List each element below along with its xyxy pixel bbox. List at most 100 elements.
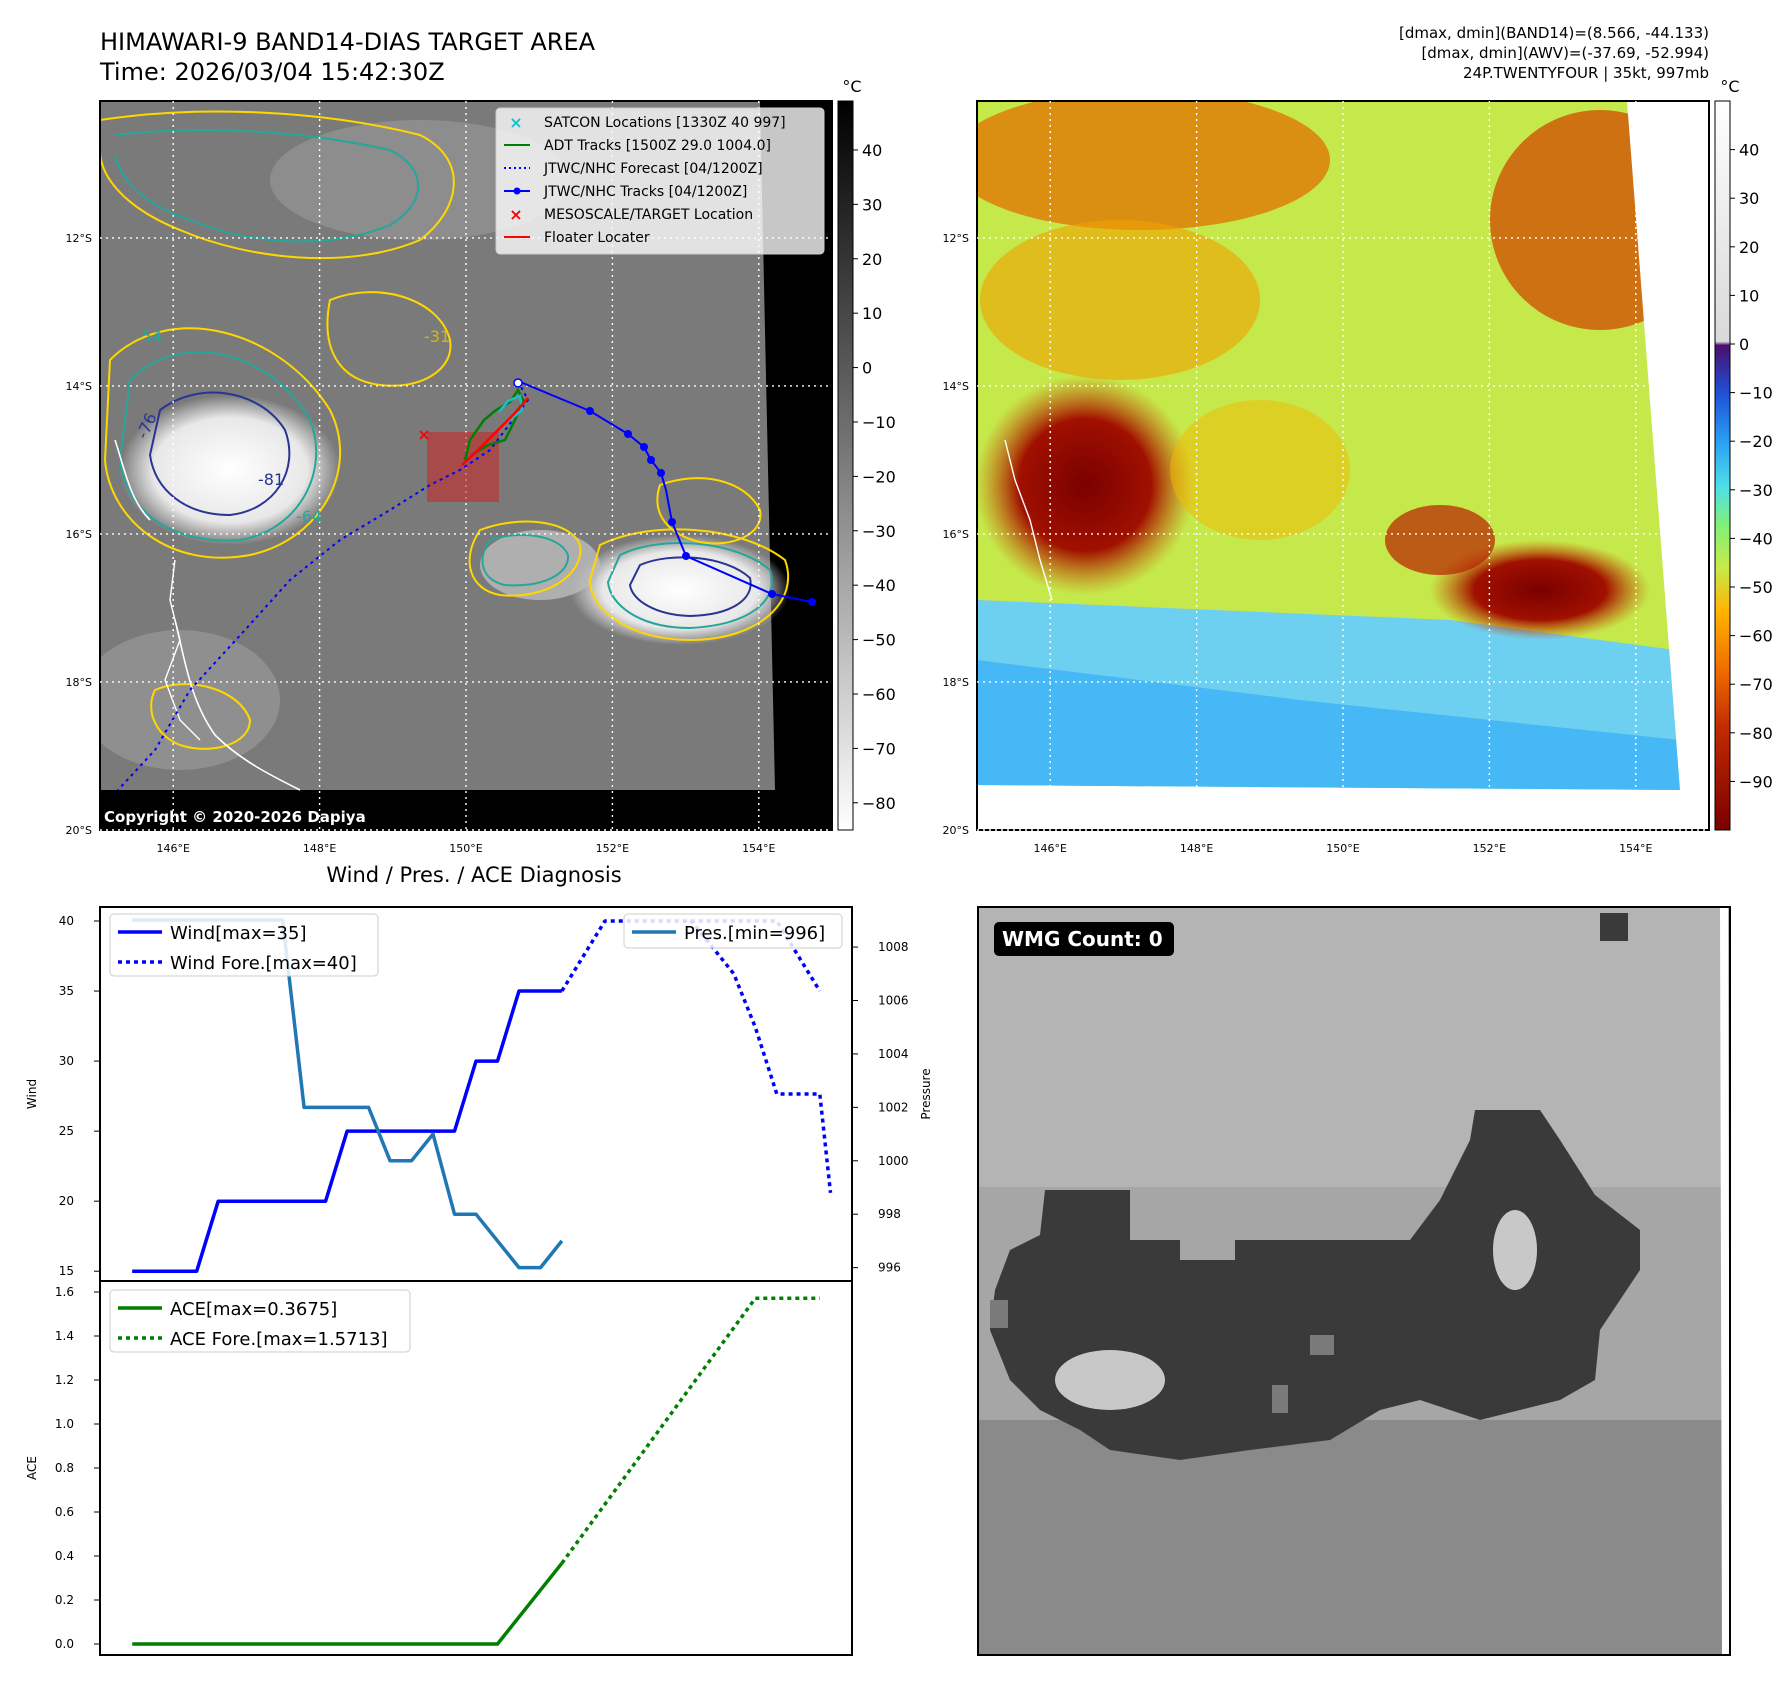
ace-axis-label: ACE <box>25 1456 39 1480</box>
colorbar-tick-label: 40 <box>862 141 882 160</box>
pressure-y-ticks: 996 998 1000 1002 1004 1006 1008 <box>852 940 909 1275</box>
map-ir-lon-label: 148°E <box>303 842 336 855</box>
legend-item-label: JTWC/NHC Forecast [04/1200Z] <box>543 161 763 177</box>
wind-axis-label: Wind <box>25 1079 39 1109</box>
series-line <box>132 1562 564 1646</box>
y-tick-label: 1.0 <box>55 1417 74 1431</box>
map-awv-lon-label: 148°E <box>1180 842 1213 855</box>
colorbar-tick-label: −70 <box>1739 675 1773 694</box>
legend-item-label: ADT Tracks [1500Z 29.0 1004.0] <box>544 138 771 154</box>
ace-legend: ACE[max=0.3675] ACE Fore.[max=1.5713] <box>109 1289 411 1353</box>
legend-item: Floater Locater <box>504 230 650 246</box>
floater-locater-line <box>461 397 529 466</box>
satcon-track-line <box>498 394 524 421</box>
contour-label-64: -64 <box>296 507 322 526</box>
colorbar-tick-label: 20 <box>862 250 882 269</box>
legend-item: JTWC/NHC Forecast [04/1200Z] <box>504 161 763 177</box>
ace-chart: ACE 0.0 0.2 0.4 0.6 0.8 1.0 1.2 1.4 1.6 ACE[max=… <box>25 1280 853 1656</box>
series-line <box>132 918 564 1270</box>
colorbar-tick-label: 30 <box>862 195 882 214</box>
wind-forecast-legend-label: Wind Fore.[max=40] <box>170 953 357 974</box>
y-tick-label: 30 <box>59 1054 74 1068</box>
colorbar-tick-label: 10 <box>1739 286 1759 305</box>
pressure-legend-label: Pres.[min=996] <box>684 923 825 944</box>
map-awv-lat-label: 12°S <box>943 232 969 245</box>
map-ir-lon-labels: 146°E 148°E 150°E 152°E 154°E <box>156 842 775 855</box>
map-awv-lon-label: 152°E <box>1473 842 1506 855</box>
contour-label-31: -31 <box>424 327 450 346</box>
y-tick-label: 40 <box>59 914 74 928</box>
y-tick-label: 25 <box>59 1124 74 1138</box>
y-tick-label: 1.6 <box>55 1285 74 1299</box>
colorbar-tick-label: −40 <box>1739 529 1773 548</box>
y-tick-label: 998 <box>878 1207 901 1221</box>
map-awv-lon-label: 154°E <box>1619 842 1652 855</box>
info-storm-status: 24P.TWENTYFOUR | 35kt, 997mb <box>1463 64 1709 82</box>
series-line <box>560 1296 820 1565</box>
colorbar-tick-label: −50 <box>862 631 896 650</box>
pressure-series <box>132 918 833 1270</box>
legend-marker-x: × <box>509 113 522 132</box>
colorbar-tick-label: −30 <box>1739 481 1773 500</box>
pressure-legend: Pres.[min=996] <box>623 913 843 949</box>
map-awv-lon-labels: 146°E 148°E 150°E 152°E 154°E <box>1033 842 1652 855</box>
map-awv-lat-label: 16°S <box>943 528 969 541</box>
figure-title: HIMAWARI-9 BAND14-DIAS TARGET AREA <box>100 28 596 56</box>
legend-marker-x: × <box>509 205 522 224</box>
colorbar-tick-label: 0 <box>1739 335 1749 354</box>
y-tick-label: 0.8 <box>55 1461 74 1475</box>
map-ir-lon-label: 154°E <box>742 842 775 855</box>
map-ir-lat-label: 20°S <box>66 824 92 837</box>
colorbar-gray-unit: °C <box>842 77 861 96</box>
map-ir-lon-label: 152°E <box>596 842 629 855</box>
colorbar-tick-label: −10 <box>862 413 896 432</box>
wmg-panel: WMG Count: 0 <box>977 906 1731 1656</box>
floater-box <box>427 432 499 502</box>
colorbar-gray: °C 40 30 20 10 0 −10 −20 −30 −40 −50 −60 −70 −80 <box>837 77 896 831</box>
map-awv-lon-label: 146°E <box>1033 842 1066 855</box>
colorbar-color: °C 40 30 20 10 0 −10 −20 −30 −40 −50 −60 −70 −80 −90 <box>1714 77 1773 831</box>
copyright-text: Copyright © 2020-2026 Dapiya <box>104 808 366 826</box>
colorbar-tick-label: 40 <box>1739 141 1759 160</box>
y-tick-label: 20 <box>59 1194 74 1208</box>
wind-legend: Wind[max=35] Wind Fore.[max=40] <box>109 913 379 977</box>
y-tick-label: 15 <box>59 1264 74 1278</box>
legend-item-label: Floater Locater <box>544 230 650 246</box>
jtwc-forecast-line <box>117 380 530 791</box>
contour-label-81: -81 <box>258 470 284 489</box>
y-tick-label: 0.2 <box>55 1593 74 1607</box>
adt-track-line <box>463 387 525 461</box>
ace-series <box>132 1296 820 1646</box>
legend-item: JTWC/NHC Tracks [04/1200Z] <box>504 184 747 200</box>
colorbar-tick-label: −80 <box>862 794 896 813</box>
colorbar-tick-label: −70 <box>862 739 896 758</box>
y-tick-label: 1008 <box>878 940 909 954</box>
colorbar-color-unit: °C <box>1720 77 1739 96</box>
map-awv-lat-label: 14°S <box>943 380 969 393</box>
series-line <box>689 919 833 1193</box>
colorbar-tick-label: −40 <box>862 576 896 595</box>
map-ir-panel: 12°S 14°S 16°S 18°S 20°S 146°E 148°E 150°E 152°… <box>66 100 833 855</box>
series-line <box>132 989 562 1273</box>
map-ir-lon-label: 146°E <box>156 842 189 855</box>
map-awv-gridlines <box>977 101 1709 831</box>
jtwc-track-points <box>586 407 816 606</box>
colorbar-tick-label: 10 <box>862 304 882 323</box>
map-awv-imagery <box>977 101 1709 830</box>
colorbar-tick-label: −60 <box>1739 627 1773 646</box>
y-tick-label: 35 <box>59 984 74 998</box>
legend-item-label: SATCON Locations [1330Z 40 997] <box>544 115 786 131</box>
legend-marker-dot <box>513 187 521 195</box>
y-tick-label: 1.2 <box>55 1373 74 1387</box>
info-awv-range: [dmax, dmin](AWV)=(-37.69, -52.994) <box>1421 44 1709 62</box>
map-ir-lon-label: 150°E <box>449 842 482 855</box>
map-ir-lat-labels: 12°S 14°S 16°S 18°S 20°S <box>66 232 92 837</box>
colorbar-tick-label: −80 <box>1739 724 1773 743</box>
info-band14-range: [dmax, dmin](BAND14)=(8.566, -44.133) <box>1399 24 1709 42</box>
y-tick-label: 1.4 <box>55 1329 74 1343</box>
y-tick-label: 1004 <box>878 1047 909 1061</box>
y-tick-label: 0.0 <box>55 1637 74 1651</box>
map-ir-lat-label: 14°S <box>66 380 92 393</box>
legend-item: × SATCON Locations [1330Z 40 997] <box>509 113 785 132</box>
